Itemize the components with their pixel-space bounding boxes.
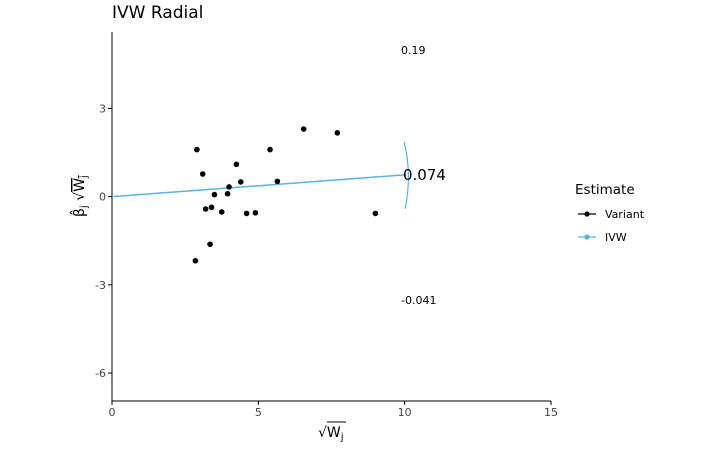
x-tick-label: 10 — [398, 406, 412, 419]
legend-label-variant: Variant — [605, 208, 645, 221]
variant-point — [199, 171, 206, 177]
variant-point — [233, 161, 240, 168]
x-axis-label: √Wj — [318, 421, 346, 443]
upper-ci-label: 0.19 — [401, 44, 426, 57]
ivw-ci-arc — [403, 141, 409, 209]
variant-point — [207, 241, 213, 248]
variant-point — [372, 210, 379, 217]
legend-key-variant-point — [584, 211, 590, 217]
y-tick-label: -3 — [95, 279, 106, 292]
ivw-line — [111, 174, 407, 198]
ivw-estimate-label: 0.074 — [403, 166, 446, 184]
variant-point — [252, 210, 259, 216]
variant-point — [218, 209, 225, 215]
variant-point — [226, 184, 232, 190]
lower-ci-label: -0.041 — [401, 294, 436, 307]
variant-point — [224, 190, 231, 197]
y-axis-label: β̂j √Wj — [69, 175, 90, 217]
x-tick-label: 15 — [544, 406, 558, 419]
variant-point — [237, 179, 244, 185]
variant-point — [202, 206, 209, 212]
variant-point — [208, 204, 215, 211]
svg-text:β̂j √Wj: β̂j √Wj — [69, 175, 90, 217]
chart-title: IVW Radial — [112, 3, 204, 23]
variant-point — [334, 130, 341, 136]
variant-point — [243, 210, 250, 217]
y-tick-label: 3 — [99, 102, 106, 115]
variant-point — [211, 191, 218, 198]
svg-text:√Wj: √Wj — [318, 425, 344, 443]
legend-label-ivw: IVW — [605, 231, 627, 244]
x-tick-label: 5 — [255, 406, 262, 419]
legend: Estimate Variant IVW — [575, 182, 645, 244]
variant-point — [300, 126, 307, 132]
variant-point — [267, 146, 273, 153]
y-tick-label: 0 — [99, 191, 106, 204]
x-tick-label: 0 — [109, 406, 116, 419]
variant-point — [274, 178, 281, 185]
legend-key-ivw-point — [584, 234, 590, 240]
y-tick-label: -6 — [95, 367, 106, 380]
variant-point — [194, 146, 200, 153]
variant-point — [192, 257, 199, 264]
legend-title: Estimate — [575, 182, 635, 198]
